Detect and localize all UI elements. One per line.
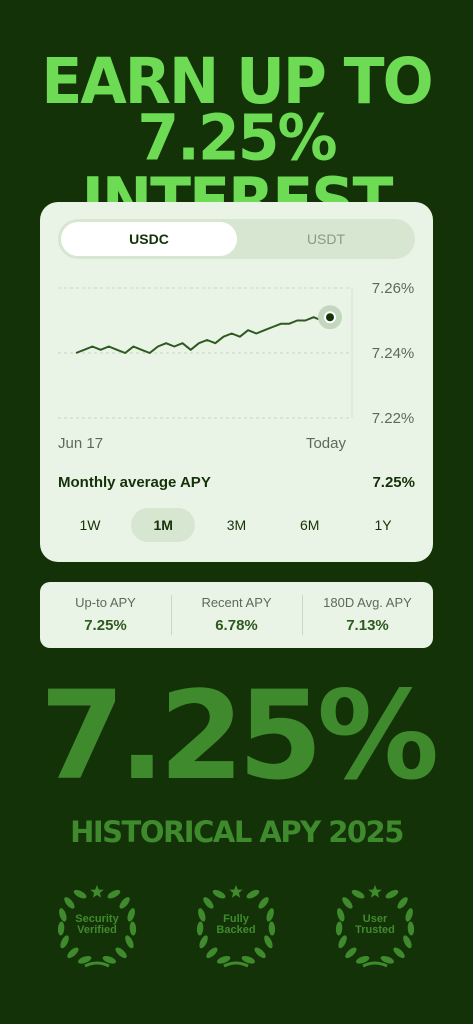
badge-line-2: Verified <box>77 924 117 936</box>
laurel-leaf <box>268 921 276 936</box>
stat-value: 6.78% <box>215 617 258 634</box>
y-tick-label: 7.24% <box>372 345 415 362</box>
laurel-leaf <box>351 889 365 899</box>
badge-line-2: Backed <box>216 924 256 936</box>
stat-180d-avg-apy: 180D Avg. APY 7.13% <box>302 582 433 648</box>
laurel-leaf <box>203 897 214 909</box>
laurel-leaf <box>342 897 353 909</box>
laurel-leaf <box>199 935 208 949</box>
stat-recent-apy: Recent APY 6.78% <box>171 582 302 648</box>
y-tick-label: 7.26% <box>372 280 415 297</box>
laurel-leaf <box>407 921 415 936</box>
laurel-leaf <box>266 908 274 922</box>
badge-text: User Trusted <box>327 914 423 936</box>
laurel-leaf <box>356 955 370 964</box>
badge-line-1: User <box>362 913 388 925</box>
current-point-marker <box>324 311 336 324</box>
laurel-leaf <box>212 889 226 899</box>
laurel-leaf <box>102 955 116 964</box>
laurel-leaf <box>380 955 394 964</box>
laurel-leaf <box>125 935 134 949</box>
laurel-leaf <box>73 889 87 899</box>
range-1w[interactable]: 1W <box>79 517 101 533</box>
laurel-wreath-icon <box>57 885 137 968</box>
laurel-leaf <box>107 889 121 899</box>
laurel-leaf <box>64 897 75 909</box>
laurel-leaf <box>78 955 92 964</box>
laurel-leaf <box>385 889 399 899</box>
laurel-leaf <box>254 947 266 959</box>
monthly-apy-label: Monthly average APY <box>58 474 211 491</box>
laurel-leaf <box>264 935 273 949</box>
star-icon <box>229 885 243 898</box>
laurel-leaf <box>405 908 413 922</box>
laurel-leaf <box>393 947 405 959</box>
laurel-leaf <box>67 947 79 959</box>
stat-label: 180D Avg. APY <box>323 595 412 610</box>
badge-fully-backed: Fully Backed <box>188 880 284 976</box>
stat-value: 7.25% <box>84 617 127 634</box>
series-line <box>75 316 331 354</box>
laurel-leaf <box>206 947 218 959</box>
laurel-leaf <box>119 897 130 909</box>
historical-apy-caption: HISTORICAL APY 2025 <box>70 815 404 849</box>
laurel-leaf <box>198 908 206 922</box>
badge-line-1: Security <box>75 913 119 925</box>
laurel-leaf <box>57 921 65 936</box>
badge-text: Security Verified <box>49 914 145 936</box>
headline-line-1: EARN UP TO <box>41 45 433 119</box>
stat-label: Recent APY <box>201 595 272 610</box>
stat-label: Up-to APY <box>75 595 136 610</box>
badge-line-2: Trusted <box>355 924 395 936</box>
laurel-leaf <box>397 897 408 909</box>
laurel-leaf <box>127 908 135 922</box>
laurel-wreath-icon <box>196 885 276 968</box>
laurel-leaf <box>60 935 69 949</box>
stat-value: 7.13% <box>346 617 389 634</box>
laurel-leaf <box>196 921 204 936</box>
badge-user-trusted: User Trusted <box>327 880 423 976</box>
tab-usdc[interactable]: USDC <box>61 222 237 256</box>
ribbon-icon <box>223 961 249 968</box>
currency-toggle: USDC USDT <box>58 219 415 259</box>
laurel-leaf <box>338 935 347 949</box>
y-tick-label: 7.22% <box>372 410 415 427</box>
laurel-leaf <box>258 897 269 909</box>
badge-security-verified: Security Verified <box>49 880 145 976</box>
tab-usdt[interactable]: USDT <box>306 231 346 247</box>
range-1y[interactable]: 1Y <box>374 517 392 533</box>
badge-text: Fully Backed <box>188 914 284 936</box>
apy-stats-card: Up-to APY 7.25% Recent APY 6.78% 180D Av… <box>40 582 433 648</box>
laurel-leaf <box>241 955 255 964</box>
laurel-leaf <box>246 889 260 899</box>
laurel-leaf <box>217 955 231 964</box>
x-start-label: Jun 17 <box>58 435 103 452</box>
big-apy-value: 7.25% <box>39 665 439 807</box>
range-1m[interactable]: 1M <box>131 508 196 542</box>
monthly-apy-value: 7.25% <box>372 474 415 491</box>
star-icon <box>90 885 104 898</box>
x-end-label: Today <box>306 435 347 452</box>
laurel-leaf <box>337 908 345 922</box>
laurel-leaf <box>335 921 343 936</box>
laurel-leaf <box>345 947 357 959</box>
badge-line-1: Fully <box>223 913 249 925</box>
range-selector: 1W 1M 3M 6M 1Y <box>58 508 415 542</box>
stat-up-to-apy: Up-to APY 7.25% <box>40 582 171 648</box>
ribbon-icon <box>362 961 388 968</box>
star-icon <box>368 885 382 898</box>
monthly-apy-row: Monthly average APY 7.25% <box>58 474 415 491</box>
laurel-leaf <box>403 935 412 949</box>
ribbon-icon <box>84 961 110 968</box>
apy-line-chart: 7.26% 7.24% 7.22% Jun 17 Today <box>58 280 415 452</box>
range-6m[interactable]: 6M <box>300 517 320 533</box>
laurel-leaf <box>115 947 127 959</box>
laurel-leaf <box>59 908 67 922</box>
range-3m[interactable]: 3M <box>226 517 247 533</box>
apy-chart-card: USDC USDT 7.26% 7.24% 7.22% Jun 17 Today… <box>40 202 433 562</box>
laurel-leaf <box>129 921 137 936</box>
laurel-wreath-icon <box>335 885 415 968</box>
